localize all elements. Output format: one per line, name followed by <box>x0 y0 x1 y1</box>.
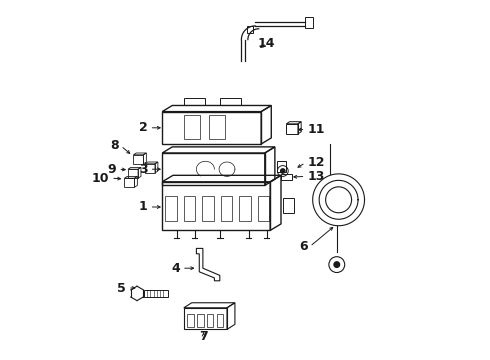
Text: 1: 1 <box>139 201 148 213</box>
Text: 8: 8 <box>110 139 119 152</box>
Text: 14: 14 <box>258 37 275 50</box>
Circle shape <box>281 169 285 173</box>
Text: 6: 6 <box>299 240 308 253</box>
Text: 9: 9 <box>108 163 117 176</box>
Text: 7: 7 <box>199 330 208 343</box>
Text: 3: 3 <box>139 163 148 176</box>
Text: 12: 12 <box>307 156 325 169</box>
Text: 2: 2 <box>139 121 148 134</box>
Text: 10: 10 <box>92 172 109 185</box>
Text: 11: 11 <box>307 123 325 136</box>
Text: 13: 13 <box>307 170 325 183</box>
Text: 5: 5 <box>118 282 126 294</box>
Circle shape <box>334 262 340 267</box>
Text: 4: 4 <box>172 262 180 275</box>
